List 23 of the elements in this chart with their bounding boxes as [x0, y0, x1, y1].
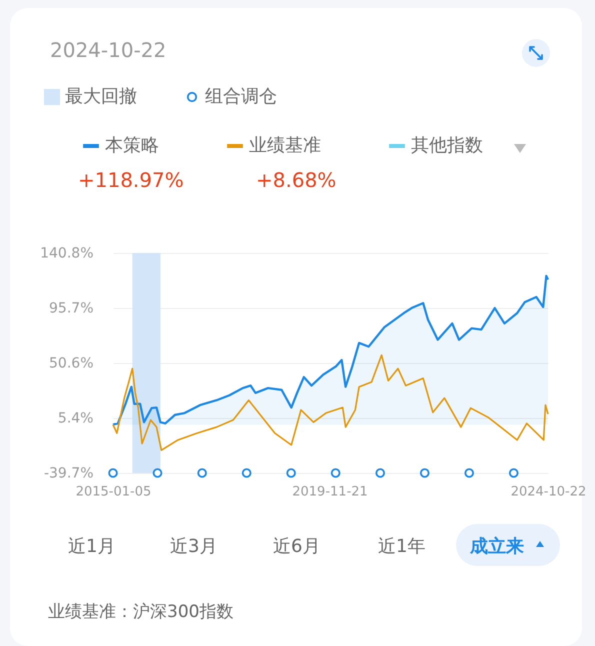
legend-label: 组合调仓 — [205, 86, 277, 107]
legend-label: 本策略 — [105, 135, 159, 156]
x-tick-label: 2019-11-21 — [292, 484, 368, 500]
y-tick-label: -39.7% — [44, 466, 94, 482]
chart-title: 2024-10-22 — [50, 38, 166, 62]
y-tick-label: 95.7% — [49, 300, 94, 316]
text: 成立来 — [470, 535, 524, 558]
y-tick-label: 50.6% — [49, 355, 94, 372]
legend-label: 最大回撤 — [65, 86, 137, 107]
legend-label: 其他指数 — [411, 135, 483, 156]
legend-label: 业绩基准 — [249, 135, 321, 156]
x-tick-label: 2024-10-22 — [510, 484, 586, 500]
x-tick-label: 2015-01-05 — [76, 484, 152, 500]
text: 近1年 — [378, 535, 426, 558]
text: +118.97% — [78, 168, 184, 192]
text: 近6月 — [273, 535, 320, 558]
text: +8.68% — [256, 168, 336, 192]
y-tick-label: 140.8% — [40, 246, 94, 262]
line-series — [112, 354, 549, 452]
text: 近1月 — [68, 535, 116, 558]
text: 业绩基准：沪深300指数 — [48, 601, 234, 623]
y-tick-label: 5.4% — [58, 410, 94, 427]
text: 近3月 — [170, 535, 218, 558]
